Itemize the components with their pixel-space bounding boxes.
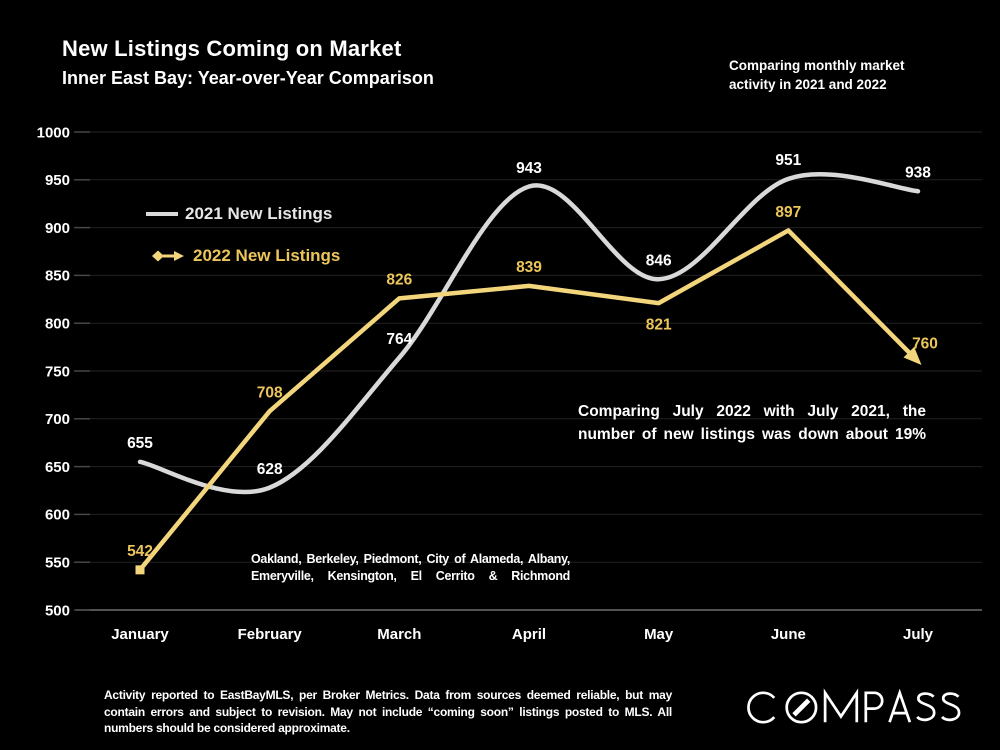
legend-2022-arrow-swatch <box>152 250 184 262</box>
y-axis-label: 800 <box>45 316 70 333</box>
chart-legend: 2021 New Listings 2022 New Listings <box>146 203 340 287</box>
x-axis-label: July <box>903 626 934 643</box>
y-axis-label: 900 <box>45 220 70 237</box>
legend-2022-label: 2022 New Listings <box>193 246 341 265</box>
x-axis-label: March <box>377 626 421 643</box>
y-axis-label: 650 <box>45 459 70 476</box>
x-axis-label: February <box>238 626 303 643</box>
x-axis-label: June <box>771 626 806 643</box>
compass-logo <box>747 688 961 724</box>
y-axis-label: 500 <box>45 602 70 619</box>
top-note: Comparing monthly market activity in 202… <box>729 56 905 94</box>
page-title: New Listings Coming on Market <box>62 36 402 61</box>
data-label: 821 <box>646 316 672 333</box>
data-label: 846 <box>646 253 672 270</box>
page-subtitle: Inner East Bay: Year-over-Year Compariso… <box>62 68 434 88</box>
logo-letter-s1 <box>916 692 936 722</box>
region-note: Oakland, Berkeley, Piedmont, City of Ala… <box>251 552 570 583</box>
data-label: 839 <box>516 259 542 276</box>
legend-2021-label: 2021 New Listings <box>185 204 333 223</box>
y-axis-label: 700 <box>45 411 70 428</box>
legend-item-2022: 2022 New Listings <box>146 245 340 267</box>
data-label: 897 <box>775 204 801 221</box>
data-label: 655 <box>127 435 153 452</box>
legend-item-2021: 2021 New Listings <box>146 203 340 225</box>
legend-2021-line-swatch <box>146 212 178 216</box>
logo-letter-s2 <box>941 692 961 722</box>
data-label: 951 <box>775 152 801 169</box>
data-label: 542 <box>127 543 153 560</box>
x-axis-label: May <box>644 626 674 643</box>
arrow-marker <box>903 346 922 365</box>
data-label: 708 <box>257 384 283 401</box>
logo-letter-o <box>785 691 818 724</box>
series-line-2022 <box>137 228 912 573</box>
y-axis-label: 600 <box>45 507 70 524</box>
footer-disclaimer: Activity reported to EastBayMLS, per Bro… <box>104 688 672 735</box>
top-note-line-2: activity in 2021 and 2022 <box>729 77 887 92</box>
logo-letter-p <box>864 691 884 723</box>
annotation-july-comparison: Comparing July 2022 with July 2021, the … <box>578 403 926 443</box>
top-note-line-1: Comparing monthly market <box>729 58 905 73</box>
y-axis-label: 750 <box>45 363 70 380</box>
data-label: 760 <box>912 336 938 353</box>
x-axis-label: April <box>512 626 546 643</box>
compass-needle-icon <box>792 698 811 717</box>
logo-letter-m <box>823 688 859 723</box>
y-axis-label: 850 <box>45 268 70 285</box>
y-axis-label: 550 <box>45 555 70 572</box>
logo-letter-c <box>747 691 776 724</box>
data-label: 764 <box>386 331 412 348</box>
y-axis-label: 950 <box>45 172 70 189</box>
x-axis-label: January <box>111 626 169 643</box>
data-label: 826 <box>386 272 412 289</box>
series-line-2021 <box>137 172 921 495</box>
data-label: 943 <box>516 160 542 177</box>
data-label: 938 <box>905 165 931 182</box>
data-label: 628 <box>257 461 283 478</box>
start-marker <box>135 565 145 575</box>
y-axis-label: 1000 <box>37 124 70 141</box>
logo-letter-a <box>888 688 912 723</box>
